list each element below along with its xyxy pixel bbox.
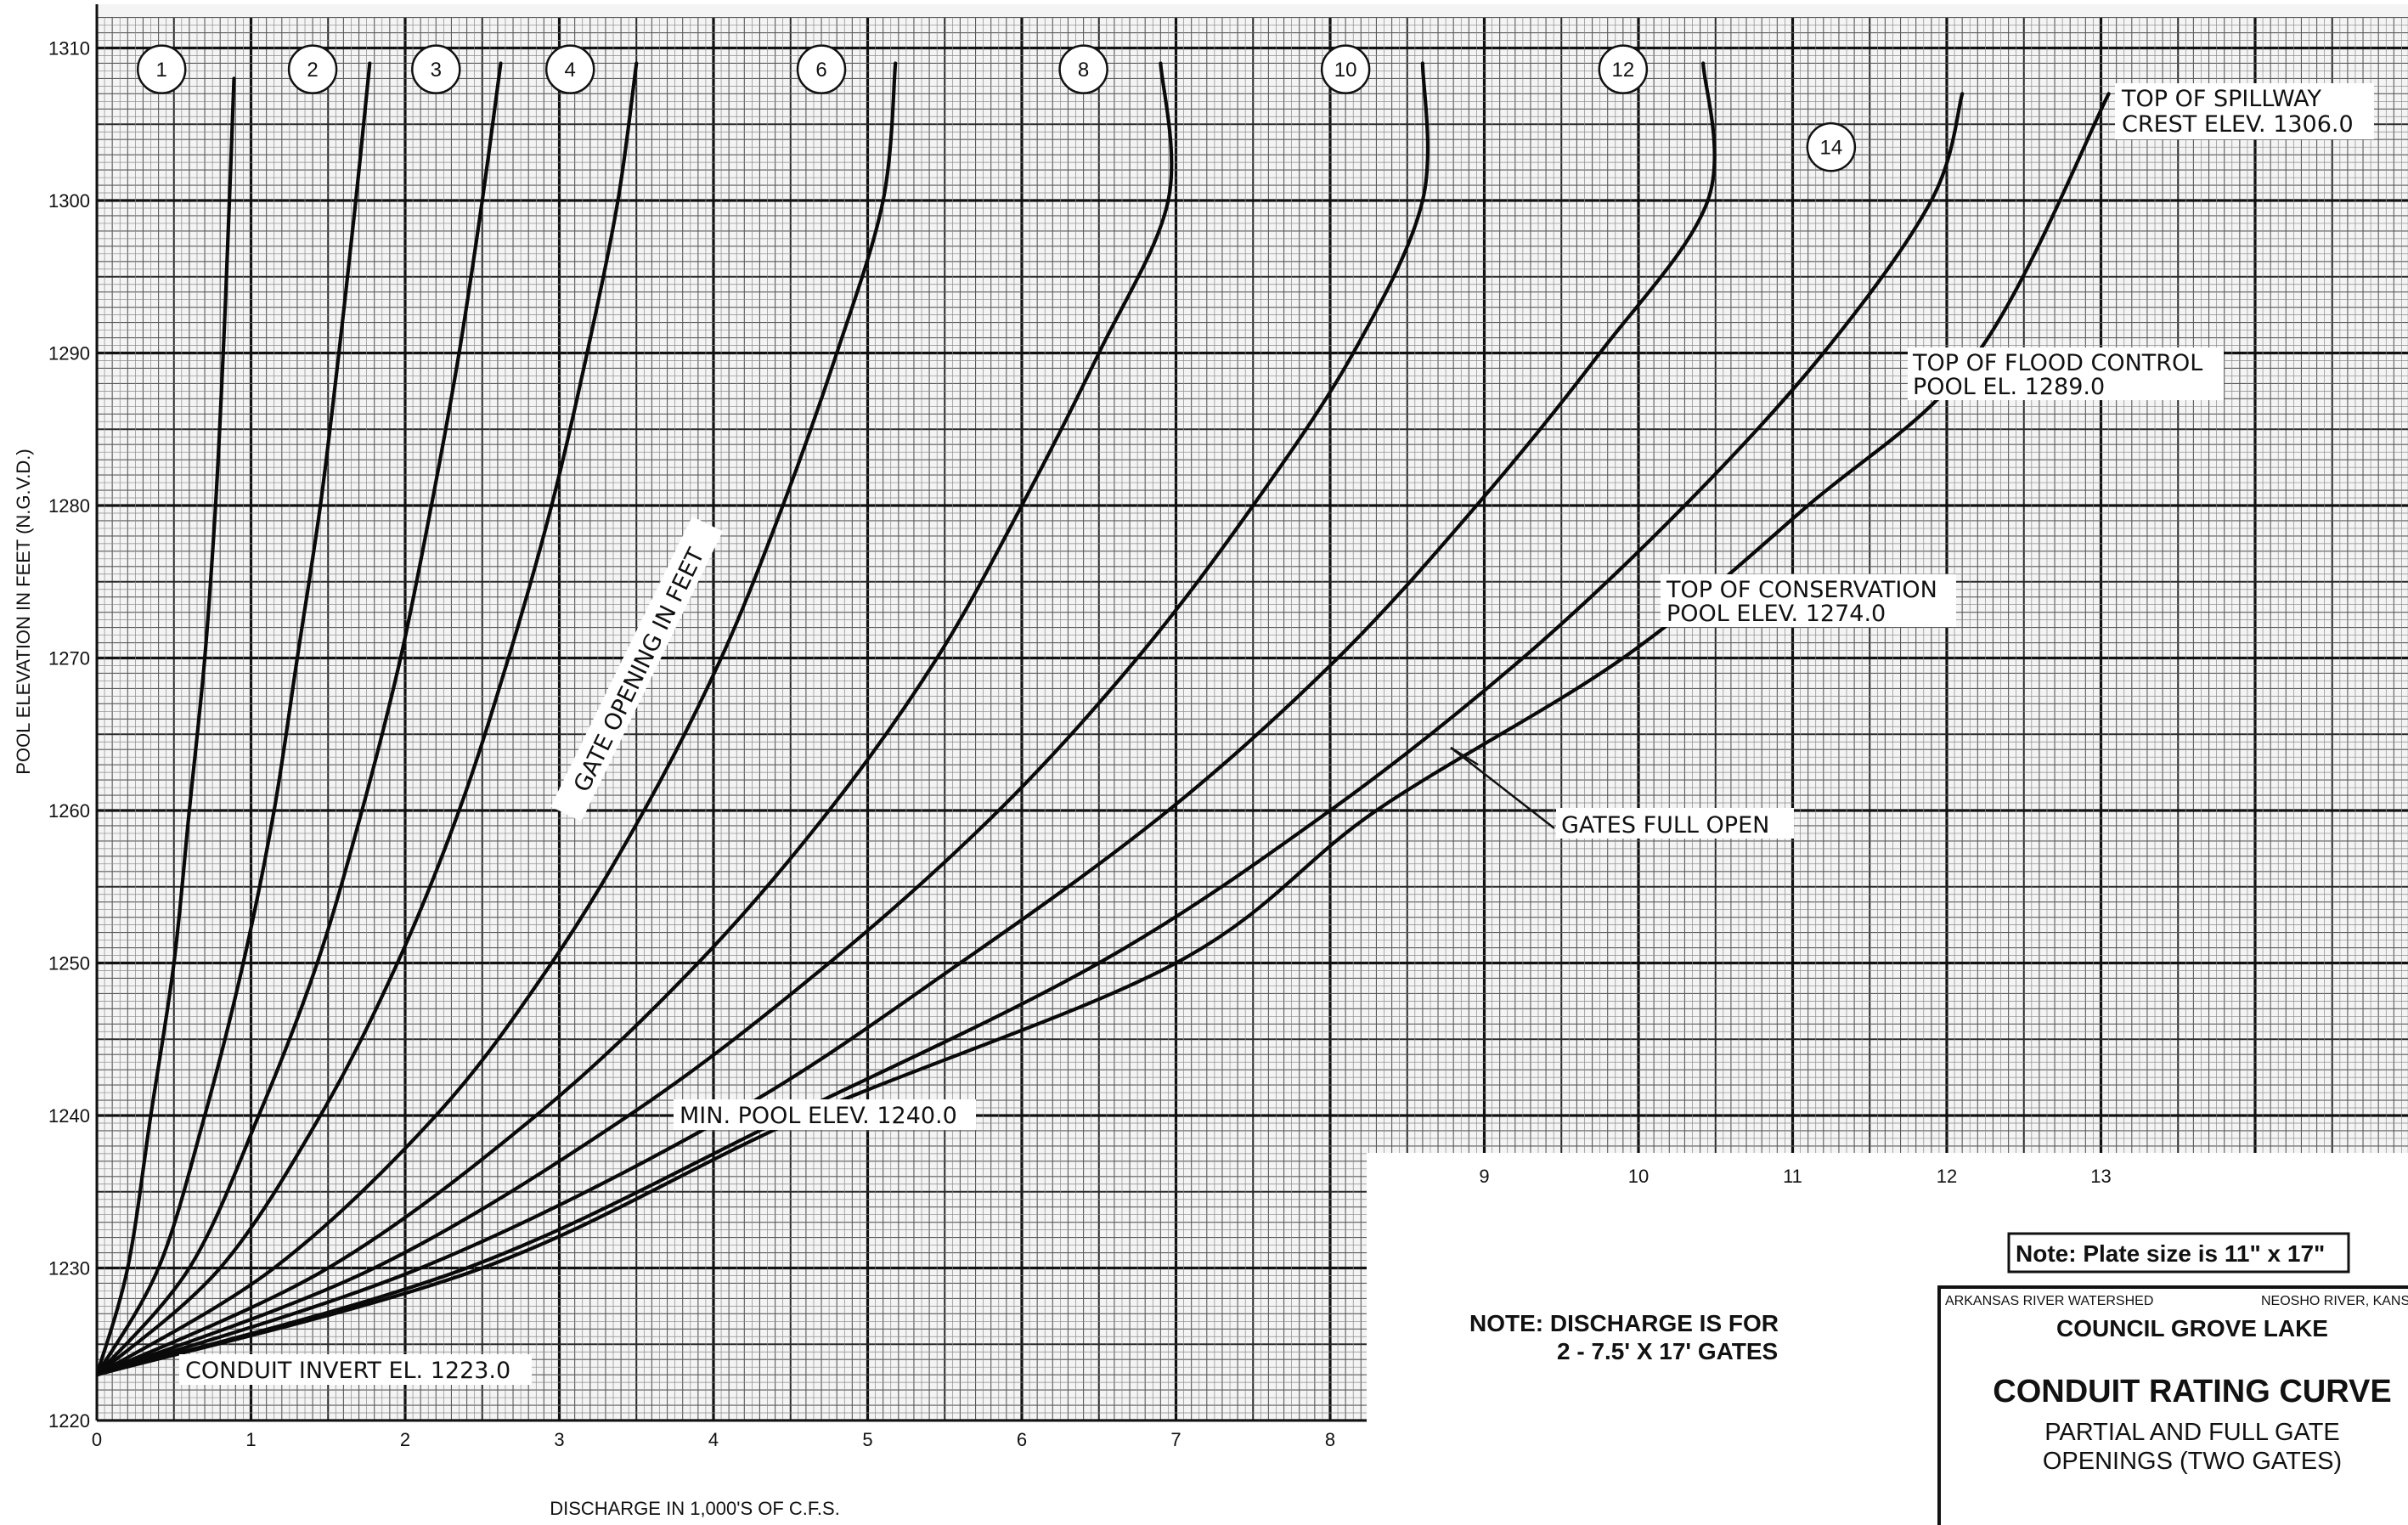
x-tick-label: 0 <box>92 1429 102 1450</box>
gate-circle-label-14: 14 <box>1820 137 1843 160</box>
gate-circle-label-3: 3 <box>431 59 442 82</box>
x-tick-label: 8 <box>1325 1429 1335 1450</box>
gate-circle-2 <box>287 44 338 94</box>
y-tick-label: 1260 <box>48 800 90 822</box>
y-tick-label: 1280 <box>48 495 90 517</box>
x-tick-label: 11 <box>1783 1166 1802 1187</box>
rating-curve-gates-full-open <box>97 92 2111 1377</box>
x-tick-label: 9 <box>1479 1166 1489 1187</box>
title-block-river: NEOSHO RIVER, KANS <box>2261 1294 2408 1308</box>
x-tick-label: 1 <box>245 1429 256 1450</box>
gate-circle-label-12: 12 <box>1611 59 1634 82</box>
gates-full-open-leader <box>1450 747 1555 829</box>
title-block: ARKANSAS RIVER WATERSHED NEOSHO RIVER, K… <box>1937 1285 2408 1525</box>
x-tick-label: 7 <box>1170 1429 1181 1450</box>
rating-curves <box>97 61 2111 1377</box>
gate-circle-3 <box>411 44 461 94</box>
y-tick-label: 1300 <box>48 190 90 212</box>
notes: Note: Plate size is 11" x 17" NOTE: DISC… <box>1469 1232 2350 1364</box>
x-tick-label: 10 <box>1628 1166 1649 1187</box>
title-block-lake: COUNCIL GROVE LAKE <box>2056 1315 2328 1341</box>
rating-curve-2 <box>97 61 372 1377</box>
x-tick-label: 12 <box>1937 1166 1957 1187</box>
axes: 1220123012401250126012701280129013001310… <box>13 4 2112 1519</box>
title-block-subtitle1: PARTIAL AND FULL GATE <box>2044 1419 2340 1446</box>
annotation-conduit-invert: CONDUIT INVERT EL. 1223.0 <box>185 1358 510 1384</box>
gate-circle-label-1: 1 <box>156 59 167 82</box>
annotation-conservation-line2: POOL ELEV. 1274.0 <box>1666 601 1886 627</box>
gate-circle-8 <box>1058 44 1108 94</box>
x-axis-title: DISCHARGE IN 1,000'S OF C.F.S. <box>550 1498 840 1519</box>
title-block-subtitle2: OPENINGS (TWO GATES) <box>2043 1448 2342 1475</box>
gate-circle-14 <box>1806 121 1857 172</box>
x-tick-label: 4 <box>708 1429 719 1450</box>
title-block-title: CONDUIT RATING CURVE <box>1993 1374 2391 1409</box>
plate-size-note: Note: Plate size is 11" x 17" <box>2016 1240 2325 1267</box>
annotation-spillway-line2: CREST ELEV. 1306.0 <box>2122 111 2354 138</box>
discharge-note-line2: 2 - 7.5' X 17' GATES <box>1557 1338 1778 1364</box>
rating-curve-6 <box>97 61 898 1377</box>
annotation-min-pool: MIN. POOL ELEV. 1240.0 <box>680 1103 957 1129</box>
title-block-watershed: ARKANSAS RIVER WATERSHED <box>1945 1294 2153 1308</box>
chart-grid <box>97 4 2408 1421</box>
gate-circle-4 <box>544 44 595 94</box>
gate-circle-label-6: 6 <box>815 59 826 82</box>
y-tick-label: 1220 <box>48 1410 90 1432</box>
gate-circle-label-4: 4 <box>565 59 576 82</box>
gate-circle-label-10: 10 <box>1334 59 1357 82</box>
y-axis-title: POOL ELEVATION IN FEET (N.G.V.D.) <box>13 449 34 774</box>
rating-curve-12 <box>97 61 1717 1377</box>
annotation-flood-line1: TOP OF FLOOD CONTROL <box>1912 350 2202 376</box>
y-tick-label: 1270 <box>48 648 90 669</box>
gate-circle-label-8: 8 <box>1078 59 1089 82</box>
rating-curve-3 <box>97 61 503 1377</box>
annotation-spillway-line1: TOP OF SPILLWAY <box>2121 86 2322 112</box>
x-tick-label: 2 <box>400 1429 410 1450</box>
y-tick-label: 1250 <box>48 953 90 974</box>
y-tick-label: 1230 <box>48 1258 90 1279</box>
gate-circle-label-2: 2 <box>307 59 318 82</box>
annotation-conservation-line1: TOP OF CONSERVATION <box>1666 577 1937 603</box>
annotation-flood-line2: POOL EL. 1289.0 <box>1913 374 2105 400</box>
rating-curve-4 <box>97 61 639 1377</box>
gate-circle-6 <box>796 44 847 94</box>
y-tick-label: 1290 <box>48 343 90 364</box>
rating-curve-14 <box>97 92 1965 1377</box>
annotation-gates-full-open: GATES FULL OPEN <box>1561 812 1769 839</box>
x-tick-label: 6 <box>1017 1429 1027 1450</box>
rating-curve-8 <box>97 61 1174 1377</box>
x-tick-label: 3 <box>554 1429 564 1450</box>
x-tick-label: 13 <box>2090 1166 2111 1187</box>
discharge-note-line1: NOTE: DISCHARGE IS FOR <box>1469 1310 1779 1336</box>
rating-curve-1 <box>97 76 236 1377</box>
y-tick-label: 1240 <box>48 1105 90 1127</box>
x-tick-label: 5 <box>862 1429 872 1450</box>
gate-circle-10 <box>1320 44 1371 94</box>
gate-circle-12 <box>1598 44 1649 94</box>
y-tick-label: 1310 <box>48 38 90 59</box>
plate-size-note-box <box>2007 1232 2350 1274</box>
gate-circle-1 <box>136 44 187 94</box>
rating-curve-10 <box>97 61 1430 1377</box>
